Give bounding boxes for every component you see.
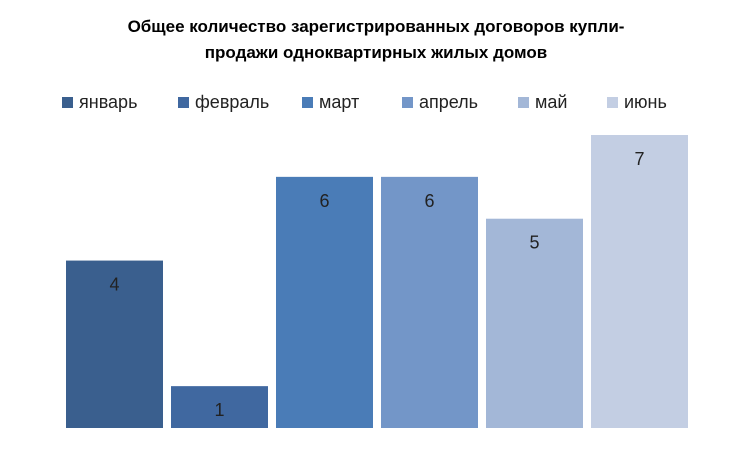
bar	[66, 260, 163, 428]
data-label: 1	[214, 400, 224, 420]
legend-swatch	[302, 97, 313, 108]
chart-title-line-2: продажи одноквартирных жилых домов	[204, 43, 548, 62]
bar	[486, 218, 583, 428]
chart-title: Общее количество зарегистрированных дого…	[0, 14, 752, 66]
data-label: 6	[424, 191, 434, 211]
legend-swatch	[402, 97, 413, 108]
legend-swatch	[62, 97, 73, 108]
legend-label: май	[535, 92, 567, 112]
data-label: 5	[529, 233, 539, 253]
bar	[276, 176, 373, 428]
data-label: 6	[319, 191, 329, 211]
legend-label: июнь	[624, 92, 667, 112]
chart-title-line-1: Общее количество зарегистрированных дого…	[127, 17, 625, 36]
bar	[591, 135, 688, 428]
bar	[171, 386, 268, 428]
bar	[381, 176, 478, 428]
legend-label: февраль	[195, 92, 269, 112]
legend-swatch	[518, 97, 529, 108]
data-label: 4	[109, 275, 119, 295]
data-label: 7	[634, 149, 644, 169]
legend-swatch	[178, 97, 189, 108]
legend-label: март	[319, 92, 359, 112]
legend-label: апрель	[419, 92, 478, 112]
legend-label: январь	[79, 92, 137, 112]
legend-swatch	[607, 97, 618, 108]
